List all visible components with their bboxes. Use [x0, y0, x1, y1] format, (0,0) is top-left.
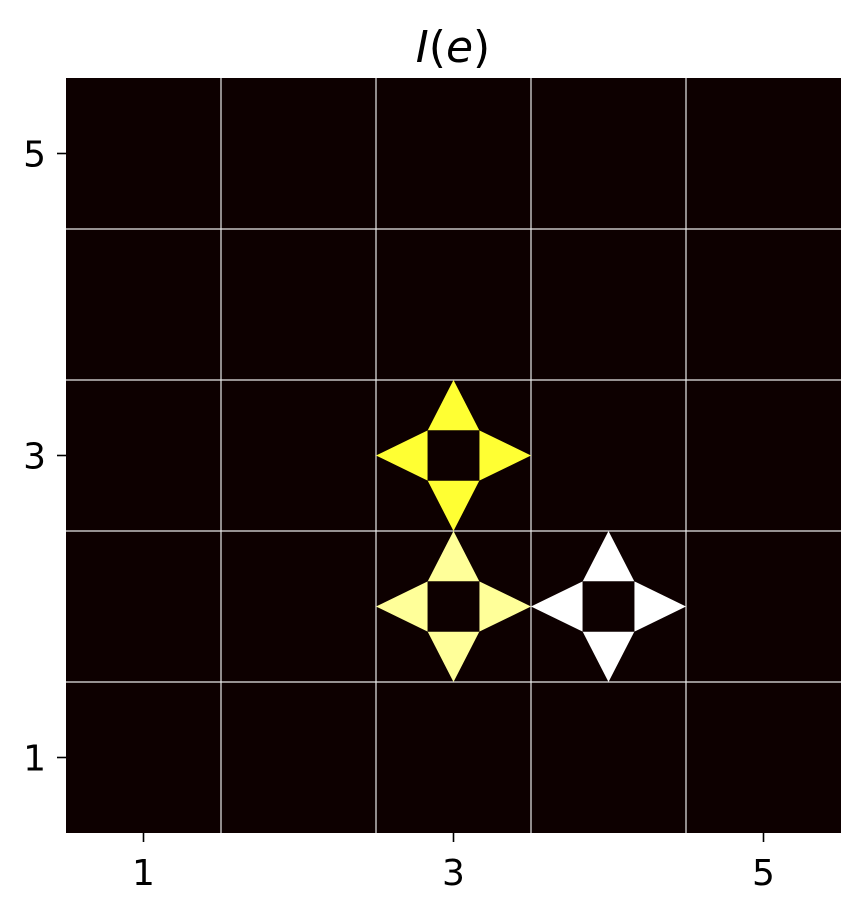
- node-center-square: [427, 430, 480, 481]
- node-triangle-left: [376, 430, 428, 481]
- node-center-square: [427, 581, 480, 632]
- node-triangle-down: [427, 631, 480, 682]
- node-triangle-right: [479, 430, 531, 481]
- chart-title-symbol: I: [416, 22, 429, 73]
- chart-title: I(e): [416, 22, 490, 73]
- node-center-square: [582, 581, 635, 632]
- node-triangle-right: [479, 581, 531, 632]
- node-triangle-left: [376, 581, 428, 632]
- x-tick-label: 5: [752, 853, 775, 894]
- node-glyph: [531, 531, 686, 682]
- node-glyph: [376, 380, 531, 531]
- node-glyphs: [376, 380, 686, 682]
- x-tick-label: 1: [132, 853, 155, 894]
- node-triangle-left: [531, 581, 583, 632]
- node-triangle-up: [582, 531, 635, 582]
- node-triangle-down: [427, 480, 480, 531]
- chart-title-close-paren: ): [473, 22, 490, 73]
- y-tick-label: 5: [23, 135, 46, 176]
- node-glyph: [376, 531, 531, 682]
- y-tick-label: 1: [23, 739, 46, 780]
- node-triangle-up: [427, 380, 480, 431]
- chart-title-argument: e: [446, 22, 473, 73]
- x-tick-label: 3: [442, 853, 465, 894]
- node-triangle-up: [427, 531, 480, 582]
- y-tick-label: 3: [23, 437, 46, 478]
- axes: 1 3 5 1 3 5: [23, 135, 775, 895]
- node-triangle-down: [582, 631, 635, 682]
- node-triangle-right: [634, 581, 686, 632]
- chart-title-open-paren: (: [429, 22, 446, 73]
